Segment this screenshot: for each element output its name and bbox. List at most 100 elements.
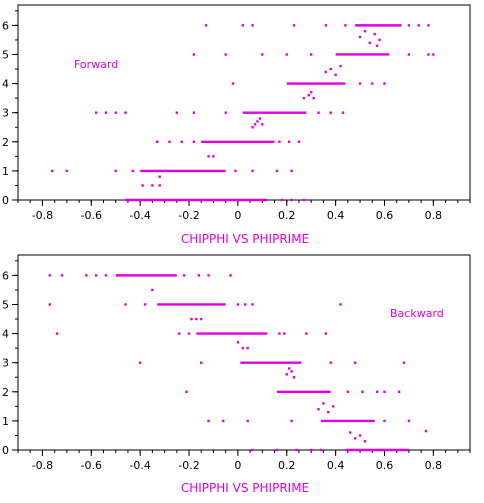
- x-tick-label: 0.2: [278, 209, 296, 222]
- data-point: [275, 448, 279, 452]
- data-point: [141, 184, 144, 187]
- data-point: [222, 419, 225, 423]
- data-point: [275, 169, 279, 173]
- x-tick-label: -0.8: [32, 209, 53, 222]
- data-point: [427, 24, 430, 27]
- x-tick-label: -0.2: [178, 209, 199, 222]
- data-point: [324, 24, 328, 27]
- data-point: [375, 44, 379, 47]
- data-point: [339, 303, 342, 306]
- data-point: [309, 53, 313, 56]
- data-point: [290, 419, 293, 423]
- y-tick-label: 0: [2, 194, 9, 207]
- data-point: [302, 198, 306, 202]
- data-point: [104, 274, 108, 277]
- data-point: [187, 332, 191, 335]
- data-point: [283, 332, 286, 335]
- data-point: [200, 317, 203, 321]
- data-point: [371, 82, 374, 85]
- data-point: [60, 274, 64, 277]
- data-point: [278, 140, 281, 143]
- data-point: [178, 332, 181, 335]
- x-tick-label: -0.8: [32, 459, 53, 472]
- x-tick-label: 0: [234, 209, 241, 222]
- data-point: [358, 434, 362, 437]
- data-point: [329, 111, 332, 114]
- x-tick-label: 0.4: [327, 459, 345, 472]
- data-point: [207, 274, 210, 277]
- x-tick-label: -0.4: [129, 459, 150, 472]
- data-point: [397, 390, 401, 393]
- data-point: [241, 24, 244, 27]
- data-point: [192, 140, 196, 143]
- y-tick-label: 0: [2, 444, 9, 457]
- data-point: [290, 370, 293, 373]
- data-point: [424, 429, 428, 433]
- data-point: [192, 53, 196, 56]
- data-point: [261, 123, 264, 126]
- data-point: [168, 140, 171, 143]
- data-point: [246, 419, 249, 423]
- data-point: [339, 64, 342, 68]
- data-point: [253, 123, 257, 126]
- data-point: [317, 408, 320, 411]
- data-point: [241, 346, 244, 350]
- x-tick-label: 0.2: [278, 459, 296, 472]
- x-tick-label: -0.4: [129, 209, 150, 222]
- data-point: [324, 332, 328, 335]
- data-point: [185, 390, 188, 393]
- data-point: [261, 53, 264, 56]
- data-point: [65, 169, 69, 173]
- data-point: [417, 24, 420, 27]
- backward-annotation: Backward: [390, 307, 444, 320]
- data-point: [305, 332, 308, 335]
- data-point: [280, 198, 284, 202]
- y-tick-label: 3: [2, 357, 9, 370]
- data-point: [258, 117, 262, 120]
- backward-title: CHIPPHI VS PHIPRIME: [181, 481, 309, 495]
- data-point: [309, 448, 313, 452]
- data-point: [432, 53, 435, 56]
- data-point: [114, 111, 117, 114]
- data-point: [190, 317, 193, 321]
- data-point: [182, 274, 186, 277]
- data-point: [192, 111, 196, 114]
- data-point: [175, 111, 179, 114]
- data-point: [229, 274, 232, 277]
- data-point: [309, 91, 313, 94]
- x-tick-label: 0.6: [376, 459, 394, 472]
- data-point: [346, 390, 350, 393]
- data-point: [251, 448, 254, 452]
- plot-frame: [17, 254, 471, 451]
- data-point: [246, 346, 249, 350]
- data-point: [427, 53, 430, 56]
- data-point: [329, 67, 332, 71]
- data-point: [158, 184, 161, 187]
- y-tick-label: 2: [2, 386, 9, 399]
- y-tick-label: 2: [2, 136, 9, 149]
- forward-title: CHIPPHI VS PHIPRIME: [181, 232, 309, 246]
- data-point: [151, 184, 154, 187]
- data-point: [297, 140, 301, 143]
- data-point: [407, 24, 411, 27]
- x-tick-label: -0.2: [178, 459, 199, 472]
- y-tick-label: 1: [2, 415, 9, 428]
- data-point: [363, 29, 367, 33]
- data-point: [156, 140, 159, 143]
- y-tick-label: 5: [2, 48, 9, 61]
- data-point: [402, 361, 406, 364]
- forward-annotation: Forward: [74, 58, 118, 71]
- data-point: [312, 96, 315, 100]
- data-point: [307, 94, 310, 97]
- y-tick-label: 3: [2, 107, 9, 120]
- data-point: [375, 390, 379, 393]
- data-point: [329, 361, 332, 364]
- y-tick-label: 6: [2, 19, 9, 32]
- x-tick-label: 0.8: [425, 459, 443, 472]
- data-point: [256, 120, 259, 123]
- data-point: [234, 169, 237, 173]
- data-point: [383, 419, 386, 423]
- data-point: [378, 38, 381, 42]
- x-tick-label: 0.4: [327, 209, 345, 222]
